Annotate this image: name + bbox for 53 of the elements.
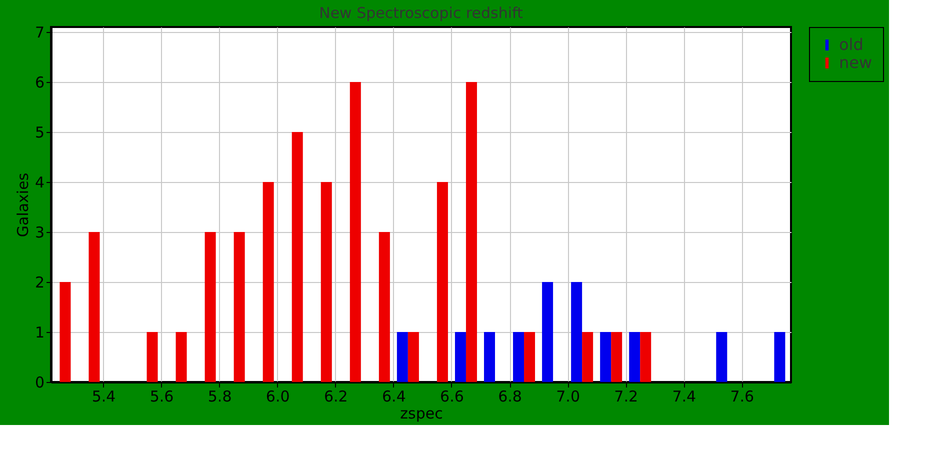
bar (320, 182, 332, 382)
bar (292, 132, 303, 382)
bar (262, 182, 274, 382)
x-tick-label: 7.6 (730, 388, 754, 406)
y-axis-title: Galaxies (14, 172, 32, 238)
bar (378, 232, 390, 382)
bar (396, 332, 408, 382)
x-tick-label: 6.4 (382, 388, 406, 406)
y-tick-label: 2 (34, 274, 44, 292)
x-tick-label: 5.4 (92, 388, 116, 406)
bar (716, 332, 728, 382)
bar (88, 232, 100, 382)
x-tick-label: 6.0 (266, 388, 290, 406)
bar (640, 332, 652, 382)
bar (466, 82, 477, 382)
bar (571, 282, 582, 382)
bar (234, 232, 245, 382)
bar (350, 82, 361, 382)
y-tick-label: 0 (34, 374, 44, 392)
y-tick-label: 7 (34, 24, 44, 42)
bar (204, 232, 216, 382)
legend-label: old (839, 35, 864, 54)
y-tick-label: 3 (34, 224, 44, 242)
bar (484, 332, 495, 382)
x-tick-label: 6.8 (498, 388, 522, 406)
bar (524, 332, 536, 382)
legend-label: new (839, 53, 872, 72)
chart-title: New Spectroscopic redshift (319, 4, 524, 22)
bar (408, 332, 419, 382)
y-tick-label: 5 (34, 124, 44, 142)
x-tick-label: 7.0 (556, 388, 580, 406)
x-tick-label: 6.6 (440, 388, 464, 406)
bar (611, 332, 622, 382)
bar (146, 332, 158, 382)
x-tick-label: 7.4 (672, 388, 696, 406)
bar (629, 332, 640, 382)
bar (60, 282, 71, 382)
x-tick-label: 5.6 (150, 388, 174, 406)
x-tick-label: 7.2 (614, 388, 638, 406)
bar (176, 332, 187, 382)
bar (582, 332, 594, 382)
bar (454, 332, 466, 382)
bar (513, 332, 524, 382)
y-tick-label: 6 (34, 74, 44, 92)
bar (600, 332, 612, 382)
y-tick-label: 4 (34, 174, 44, 192)
bar (436, 182, 448, 382)
y-tick-label: 1 (34, 324, 44, 342)
bar (542, 282, 554, 382)
x-tick-label: 5.8 (208, 388, 232, 406)
bar (774, 332, 786, 382)
x-axis-title: zspec (400, 404, 443, 422)
x-tick-label: 6.2 (324, 388, 348, 406)
